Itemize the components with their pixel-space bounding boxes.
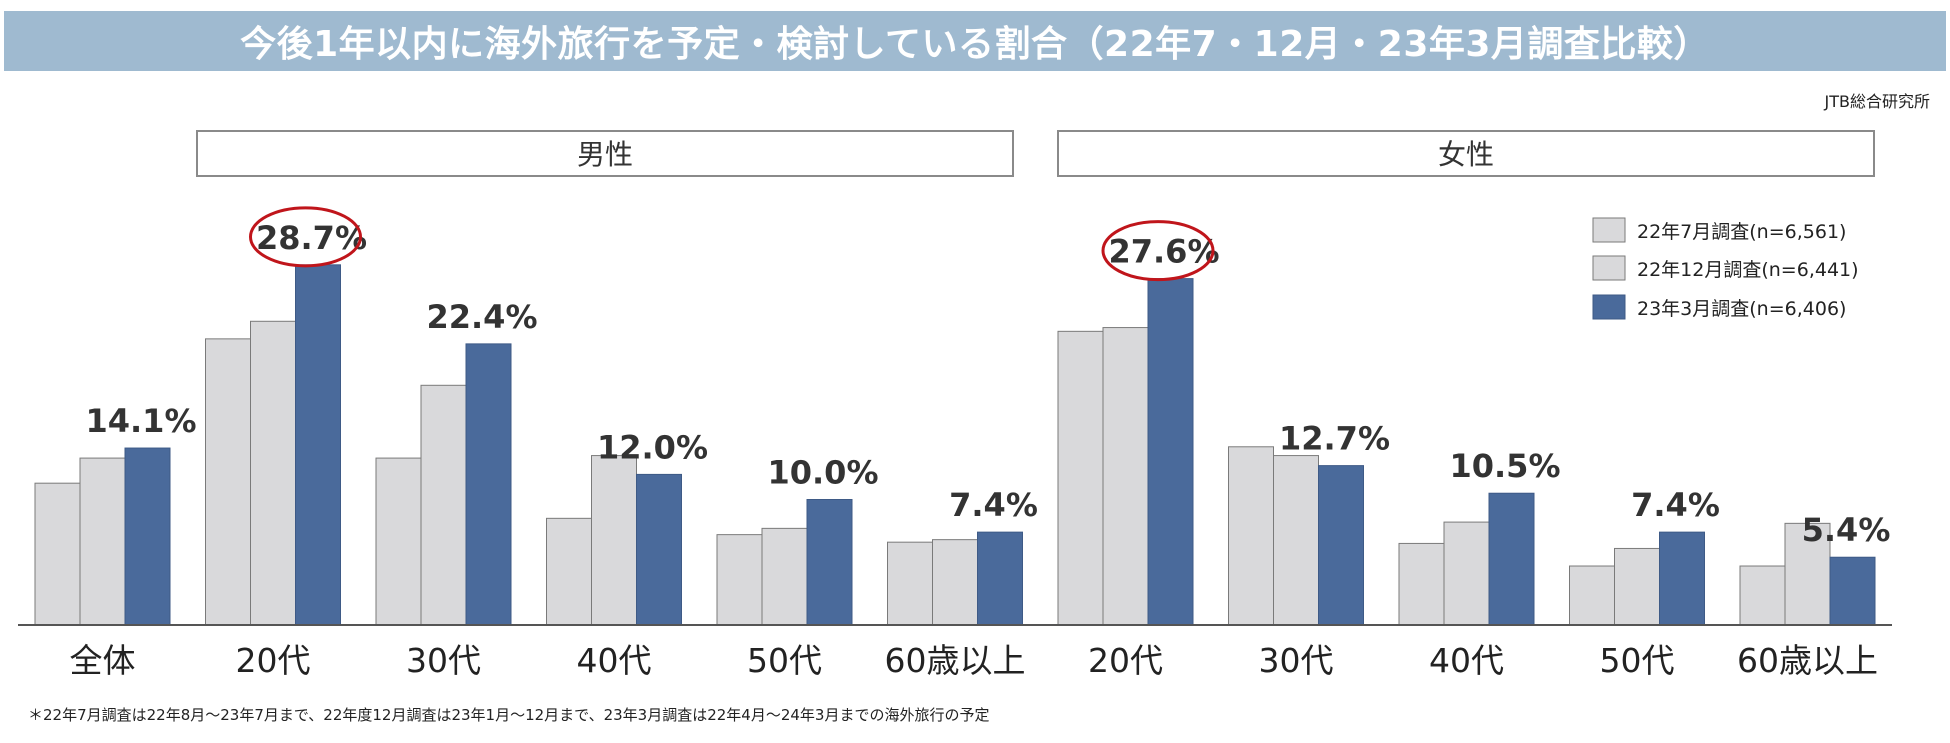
category-label: 60歳以上: [1737, 641, 1878, 680]
bar: [977, 531, 1023, 626]
bar: [1659, 531, 1705, 626]
bar: [205, 338, 251, 626]
footnote: ＊22年7月調査は22年8月～23年7月まで、22年度12月調査は23年1月～1…: [28, 706, 990, 724]
group-header-label: 女性: [1438, 138, 1494, 171]
legend-swatch: [1592, 217, 1626, 243]
bar: [375, 457, 422, 626]
highlight-circle: [249, 206, 362, 268]
bar: [1228, 446, 1274, 626]
bar: [806, 499, 853, 626]
bar: [295, 264, 341, 626]
legend-label: 22年7月調査(n=6,561): [1637, 221, 1846, 243]
category-label: 40代: [1429, 641, 1504, 680]
bar: [1398, 542, 1445, 626]
bar: [1569, 565, 1615, 626]
bar: [932, 539, 978, 626]
bar: [1318, 465, 1364, 626]
data-label: 12.7%: [1279, 420, 1390, 458]
legend-swatch: [1592, 294, 1626, 320]
data-label: 7.4%: [1631, 486, 1720, 524]
bar: [1147, 278, 1194, 626]
bar: [34, 482, 81, 626]
bar: [546, 517, 592, 626]
group-header-box: [1057, 130, 1875, 177]
bar: [1488, 492, 1535, 626]
bar: [420, 384, 467, 626]
bar: [1102, 327, 1149, 626]
data-label: 27.6%: [1108, 233, 1219, 271]
source-label: JTB総合研究所: [1824, 92, 1930, 111]
category-label: 40代: [577, 641, 652, 680]
data-label: 14.1%: [85, 402, 196, 440]
bar: [1829, 556, 1876, 626]
category-label: 20代: [236, 641, 311, 680]
category-label: 60歳以上: [885, 641, 1026, 680]
bar: [1057, 330, 1104, 626]
bar: [465, 343, 512, 626]
data-label: 5.4%: [1802, 511, 1891, 549]
bar: [591, 455, 637, 626]
category-label: 50代: [1600, 641, 1675, 680]
highlight-circle: [1101, 220, 1215, 282]
data-label: 22.4%: [426, 298, 537, 336]
category-label: 30代: [1259, 641, 1334, 680]
bar: [1784, 522, 1831, 626]
bar: [1273, 455, 1319, 626]
data-label: 10.0%: [767, 454, 878, 492]
chart-title: 今後1年以内に海外旅行を予定・検討している割合（22年7・12月・23年3月調査…: [4, 11, 1946, 71]
legend-label: 22年12月調査(n=6,441): [1637, 259, 1859, 281]
bar: [761, 527, 808, 626]
bar: [887, 541, 933, 626]
data-label: 12.0%: [597, 428, 708, 466]
group-header-label: 男性: [577, 138, 633, 171]
data-label: 7.4%: [949, 486, 1038, 524]
group-header-box: [196, 130, 1014, 177]
bar: [124, 447, 171, 626]
bar: [1443, 521, 1490, 626]
category-label: 30代: [406, 641, 481, 680]
data-label: 28.7%: [256, 219, 367, 257]
category-label: 50代: [747, 641, 822, 680]
legend-label: 23年3月調査(n=6,406): [1637, 298, 1846, 320]
category-label: 全体: [70, 641, 136, 680]
legend-swatch: [1592, 255, 1626, 281]
data-label: 10.5%: [1449, 447, 1560, 485]
bar: [636, 473, 682, 626]
bar: [1739, 565, 1786, 626]
bar: [716, 534, 763, 626]
bar: [250, 320, 296, 626]
bar: [79, 457, 126, 626]
category-label: 20代: [1088, 641, 1163, 680]
bar: [1614, 547, 1660, 626]
